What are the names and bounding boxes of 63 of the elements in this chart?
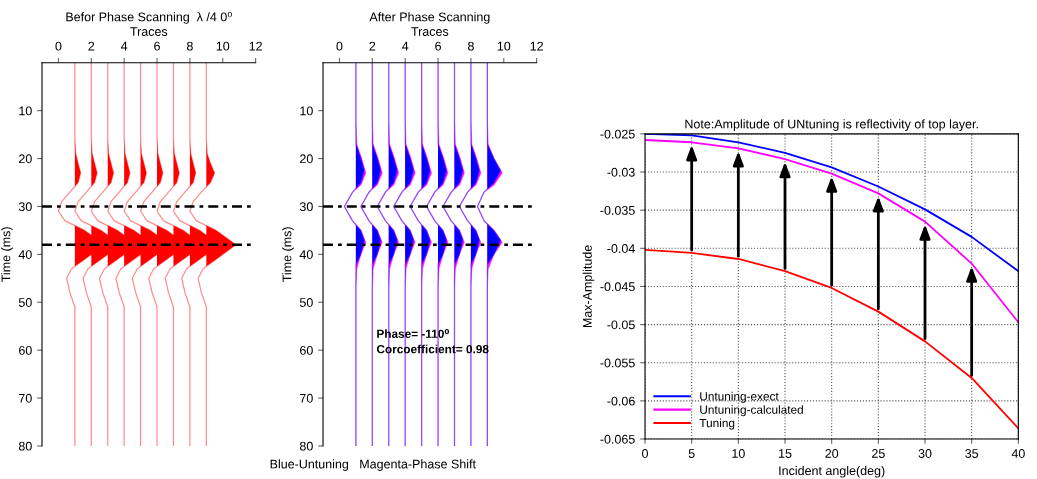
y-tick-label: 20 — [19, 154, 32, 164]
y-tick-label: 10 — [19, 106, 32, 116]
x-tick-label: 2 — [88, 41, 95, 51]
y-tick-label: 10 — [300, 106, 313, 116]
x-tick-label: 25 — [872, 449, 885, 458]
y-axis-title: Time (ms) — [1, 227, 13, 282]
x-tick-label: 12 — [530, 41, 543, 51]
legend-label: Tuning — [699, 418, 735, 430]
chart-title: Note:Amplitude of UNtuning is reflectivity of top layer. — [685, 119, 978, 131]
y-tick-label: 20 — [300, 154, 313, 164]
y-tick-label: -0.06 — [607, 396, 635, 406]
x-tick-label: 6 — [435, 41, 441, 51]
legend-label: Untuning-exect — [700, 391, 779, 403]
y-axis-title: Max-Amplitude — [582, 245, 595, 328]
chart-title: Befor Phase Scanning λ /4 0⁰ — [66, 11, 232, 24]
x-tick-label: 8 — [467, 41, 474, 51]
y-tick-label: 70 — [19, 393, 32, 403]
x-tick-label: 2 — [369, 41, 376, 51]
y-tick-label: 40 — [299, 250, 313, 259]
y-axis-title: Time (ms) — [282, 227, 294, 282]
x-tick-label: 4 — [120, 41, 128, 51]
y-tick-label: 50 — [18, 298, 32, 307]
x-tick-label: 40 — [1011, 449, 1025, 458]
y-tick-label: -0.065 — [600, 434, 635, 444]
y-tick-label: 30 — [18, 202, 32, 212]
x-tick-label: 0 — [55, 41, 62, 51]
y-tick-label: 70 — [300, 393, 313, 403]
y-tick-label: -0.05 — [607, 320, 635, 330]
x-axis-title: Traces — [411, 27, 449, 36]
x-tick-label: 15 — [779, 449, 792, 458]
x-axis-title: Traces — [130, 27, 168, 36]
text: Blue-Untuning Magenta-Phase Shift — [270, 459, 476, 471]
x-tick-label: 8 — [186, 41, 193, 51]
y-tick-label: 60 — [19, 345, 32, 355]
y-tick-label: 30 — [299, 202, 313, 212]
x-tick-label: 0 — [336, 41, 343, 51]
x-tick-label: 4 — [402, 41, 409, 51]
x-tick-label: 30 — [918, 449, 932, 458]
x-tick-label: 0 — [642, 449, 648, 458]
x-tick-label: 10 — [216, 41, 230, 51]
y-tick-label: -0.04 — [607, 244, 635, 253]
x-tick-label: 10 — [732, 449, 745, 458]
legend-label: Untuning-calculated — [700, 405, 803, 417]
y-tick-label: -0.035 — [600, 205, 635, 215]
y-tick-label: -0.055 — [600, 358, 635, 368]
x-tick-label: 5 — [688, 449, 695, 458]
y-tick-label: 40 — [18, 250, 32, 259]
chart-title: After Phase Scanning — [369, 12, 490, 24]
y-tick-label: -0.025 — [600, 129, 635, 139]
x-tick-label: 35 — [965, 449, 979, 458]
y-tick-label: 80 — [18, 441, 32, 451]
y-tick-label: -0.03 — [607, 167, 635, 177]
x-axis-title: Incident angle(deg) — [779, 465, 885, 478]
x-tick-label: 6 — [154, 41, 160, 51]
line-series — [645, 139, 1019, 324]
x-tick-label: 20 — [825, 449, 839, 458]
line-series — [645, 248, 1019, 430]
y-tick-label: 80 — [299, 441, 313, 451]
x-tick-label: 10 — [497, 41, 511, 51]
y-tick-label: -0.045 — [600, 282, 635, 292]
y-tick-label: 60 — [300, 345, 313, 355]
y-tick-label: 50 — [299, 298, 313, 307]
x-tick-label: 12 — [249, 41, 262, 51]
